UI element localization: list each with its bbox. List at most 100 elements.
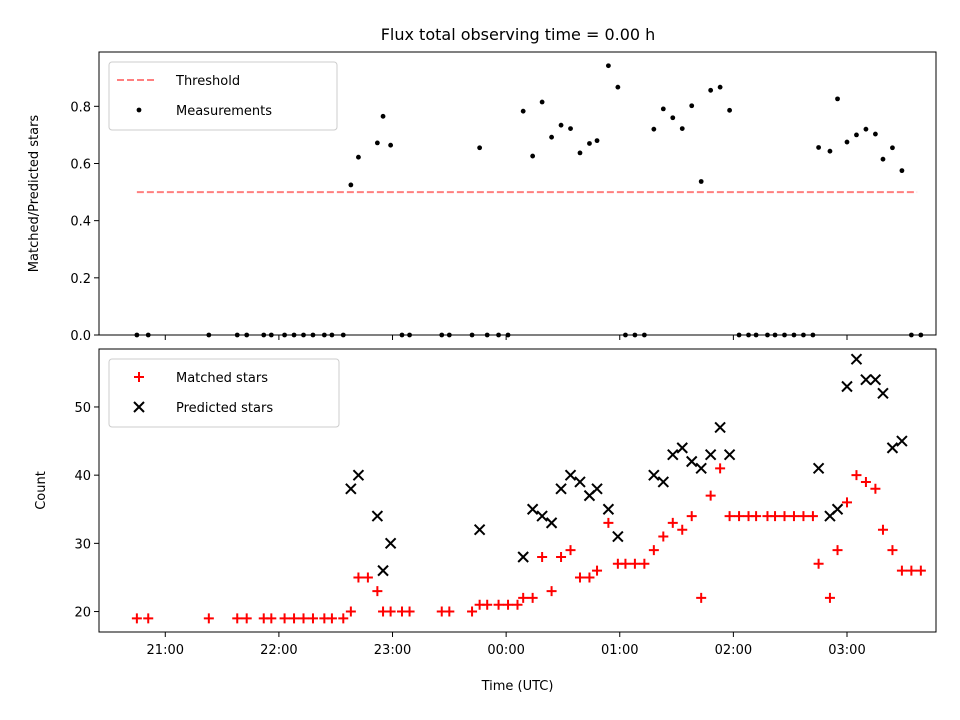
predicted-star-point	[602, 503, 615, 515]
predicted-star-point	[371, 510, 384, 522]
legend-label: Measurements	[176, 104, 272, 119]
predicted-star-point	[517, 551, 529, 563]
y-tick-label: 50	[74, 401, 91, 416]
measurement-point	[558, 122, 564, 128]
measurement-point	[477, 145, 483, 151]
matched-star-point	[715, 463, 726, 474]
matched-star-point	[751, 511, 762, 522]
matched-star-point	[779, 511, 790, 522]
predicted-star-point	[574, 476, 586, 488]
measurement-point	[374, 140, 380, 146]
y-tick-label: 0.2	[70, 272, 91, 287]
y-tick-label: 40	[74, 469, 91, 484]
predicted-star-point	[377, 564, 389, 577]
predicted-star-point	[896, 435, 908, 447]
matched-star-point	[770, 511, 781, 522]
predicted-star-point	[545, 517, 558, 529]
measurement-point	[348, 182, 354, 188]
matched-star-point	[298, 613, 309, 624]
predicted-star-point	[612, 530, 624, 543]
y-tick-label: 20	[74, 606, 91, 621]
matched-star-point	[915, 565, 926, 576]
measurement-point	[577, 150, 583, 156]
matched-star-point	[592, 565, 603, 576]
predicted-star-point	[555, 483, 567, 495]
measurement-point	[873, 131, 878, 137]
measurement-point	[549, 134, 554, 140]
predicted-star-point	[714, 421, 726, 434]
measurement-point	[615, 84, 621, 90]
matched-star-point	[696, 592, 707, 603]
x-tick-label: 23:00	[374, 643, 411, 658]
measurement-point	[594, 138, 600, 144]
matched-star-point	[493, 599, 504, 610]
matched-star-point	[906, 565, 917, 576]
matched-star-point	[813, 558, 824, 569]
predicted-star-point	[877, 387, 889, 400]
matched-star-point	[353, 572, 364, 583]
measurement-point	[854, 132, 859, 138]
predicted-star-point	[526, 503, 539, 515]
matched-star-point	[887, 545, 898, 556]
predicted-star-point	[657, 476, 670, 488]
matched-star-point	[734, 511, 745, 522]
x-tick-label: 03:00	[828, 643, 865, 658]
matched-star-point	[503, 599, 514, 610]
y-tick-label: 0.4	[70, 215, 91, 230]
matched-star-point	[289, 613, 300, 624]
matched-star-point	[584, 572, 595, 583]
predicted-star-point	[345, 483, 357, 495]
predicted-star-point	[723, 448, 736, 461]
matched-star-point	[372, 586, 383, 597]
matched-star-point	[705, 490, 716, 501]
matched-star-point	[345, 606, 356, 617]
matched-star-point	[832, 545, 843, 556]
measurement-point	[890, 145, 895, 151]
matched-star-point	[658, 531, 669, 542]
matched-star-point	[537, 551, 548, 562]
predicted-star-point	[869, 373, 882, 386]
measurement-point	[660, 106, 666, 112]
y-tick-label: 0.8	[70, 100, 91, 115]
matched-star-point	[860, 476, 871, 487]
measurement-point	[708, 87, 714, 93]
matched-star-point	[556, 551, 567, 562]
predicted-star-point	[667, 448, 679, 461]
measurement-point	[727, 107, 732, 113]
predicted-star-point	[676, 442, 688, 454]
x-tick-label: 21:00	[147, 643, 184, 658]
y-tick-label: 0.6	[70, 157, 91, 172]
legend-box	[108, 61, 338, 131]
matched-star-point	[444, 606, 455, 617]
matched-star-point	[131, 613, 142, 624]
predicted-star-point	[384, 537, 397, 550]
matched-star-point	[639, 558, 650, 569]
plot-frame	[98, 348, 937, 633]
measurement-point	[530, 153, 536, 159]
x-axis-title: Time (UTC)	[481, 679, 554, 694]
matched-star-point	[241, 613, 252, 624]
predicted-star-point	[812, 462, 825, 475]
predicted-star-point	[352, 469, 365, 481]
predicted-star-point	[860, 373, 872, 386]
matched-star-point	[266, 613, 277, 624]
predicted-star-point	[831, 503, 844, 515]
legend-measurement-swatch	[136, 107, 142, 113]
measurement-point	[844, 139, 850, 145]
matched-star-point	[807, 511, 818, 522]
measurement-point	[670, 115, 676, 121]
measurement-point	[356, 154, 361, 160]
predicted-star-point	[695, 462, 707, 475]
predicted-star-point	[648, 469, 660, 481]
predicted-star-point	[536, 510, 548, 522]
matched-star-point	[841, 497, 852, 508]
predicted-star-point	[591, 483, 603, 495]
matched-star-point	[629, 558, 640, 569]
measurement-point	[863, 126, 869, 132]
legend-matched-swatch	[134, 372, 144, 382]
y-axis-title: Matched/Predicted stars	[27, 115, 42, 273]
matched-star-point	[527, 592, 538, 603]
matched-star-point	[798, 511, 809, 522]
predicted-star-point	[564, 469, 577, 481]
measurement-point	[587, 141, 592, 146]
